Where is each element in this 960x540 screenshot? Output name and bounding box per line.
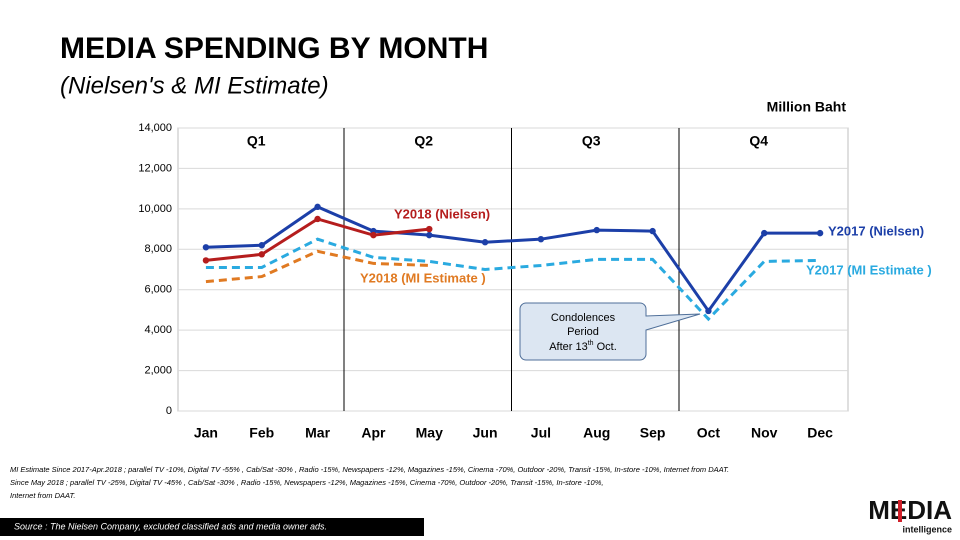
plot: 0 2,000 4,000 6,000 8,000 10,000 12,000 14,000 Q…	[138, 122, 931, 441]
point	[537, 235, 545, 243]
point	[370, 231, 377, 239]
series-label: Y2018 (MI Estimate )	[360, 270, 486, 285]
note: Internet from DAAT.	[10, 491, 75, 500]
point	[314, 203, 321, 211]
source: Source : The Nielsen Company, excluded c…	[14, 521, 327, 531]
point	[649, 227, 656, 235]
x-tick-label: Jun	[473, 425, 498, 441]
quarter-label: Q4	[749, 133, 768, 149]
callout-text: Condolences	[551, 312, 616, 324]
quarter-label: Q1	[247, 133, 266, 149]
point	[426, 225, 433, 233]
note: MI Estimate Since 2017-Apr.2018 ; parall…	[10, 465, 729, 474]
point	[202, 244, 210, 251]
series-line	[205, 205, 821, 314]
callout-sup: th	[588, 340, 594, 347]
title: MEDIA SPENDING BY MONTH	[60, 32, 488, 65]
y-tick-label: 10,000	[138, 203, 172, 215]
y-tick-label: 4,000	[144, 324, 172, 336]
point	[705, 307, 712, 315]
series-line	[205, 237, 821, 322]
callout-text: Period	[567, 326, 599, 338]
y-tick-label: 2,000	[144, 364, 172, 376]
x-tick-label: Nov	[751, 425, 778, 441]
point	[761, 229, 768, 237]
series-line	[205, 249, 430, 284]
subtitle: (Nielsen's & MI Estimate)	[60, 72, 329, 99]
quarter-label: Q3	[582, 133, 601, 149]
x-tick-label: Feb	[249, 425, 274, 441]
logo-tag: intelligence	[902, 524, 952, 534]
callout-text: After 13th Oct.	[549, 340, 617, 353]
point	[314, 215, 321, 223]
note: Since May 2018 ; parallel TV -25%, Digit…	[10, 478, 603, 487]
logo-accent	[898, 500, 902, 522]
point	[593, 226, 600, 234]
x-tick-label: Apr	[361, 425, 386, 441]
point	[258, 251, 265, 258]
x-tick-label: Mar	[305, 425, 330, 441]
series-label: Y2017 (Nielsen)	[828, 223, 924, 238]
x-tick-label: May	[416, 425, 443, 441]
point	[258, 242, 265, 249]
point	[202, 257, 210, 264]
y-tick-label: 12,000	[138, 162, 172, 174]
y-tick-label: 6,000	[144, 284, 172, 296]
series-label: Y2018 (Nielsen)	[394, 206, 490, 221]
point	[426, 231, 433, 239]
x-tick-label: Aug	[583, 425, 610, 441]
y-tick-label: 14,000	[138, 122, 172, 134]
plot-area	[177, 127, 849, 412]
y-tick-label: 8,000	[144, 243, 172, 255]
callout-text: After 13	[549, 341, 588, 353]
callout-box	[519, 302, 701, 361]
point	[481, 239, 489, 246]
series-label: Y2017 (MI Estimate )	[806, 262, 932, 277]
source-bar	[0, 518, 424, 536]
quarter-label: Q2	[414, 133, 433, 149]
point	[816, 229, 824, 237]
callout-text: Oct.	[594, 341, 617, 353]
y-tick-label: 0	[166, 405, 172, 417]
x-tick-label: Sep	[640, 425, 666, 441]
x-tick-label: Jul	[531, 425, 551, 441]
unit-label: Million Baht	[767, 99, 847, 115]
logo: MEDIA	[868, 495, 952, 525]
x-tick-label: Dec	[807, 425, 833, 441]
x-tick-label: Oct	[697, 425, 721, 441]
callout: Condolences Period After 13th Oct.	[519, 302, 701, 361]
x-tick-label: Jan	[194, 425, 218, 441]
